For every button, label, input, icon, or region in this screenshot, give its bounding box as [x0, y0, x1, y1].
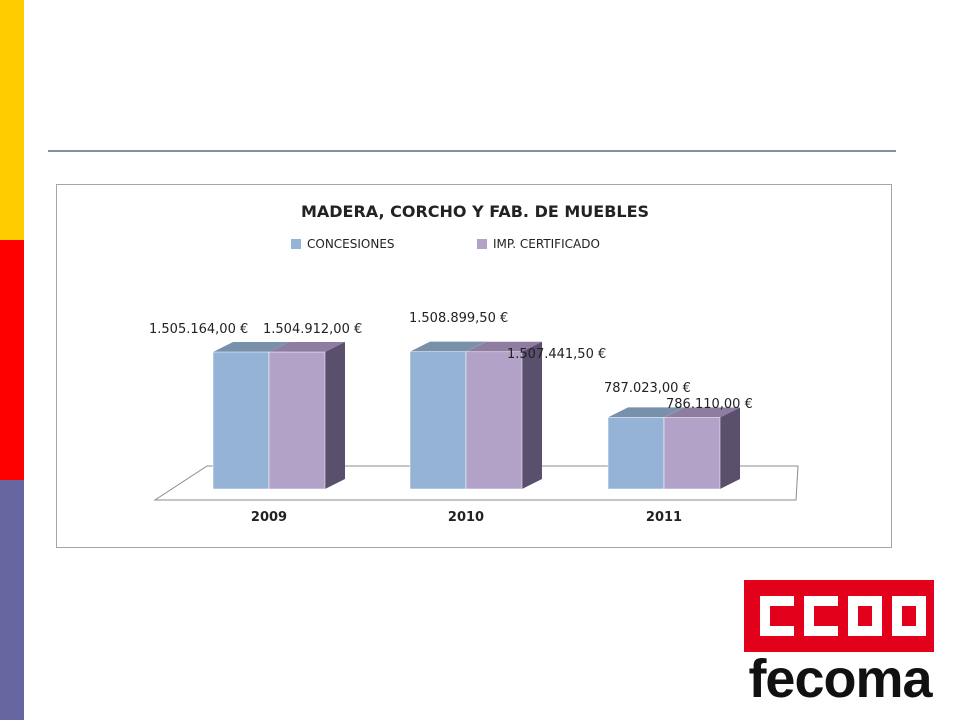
data-label-2009-1: 1.504.912,00 €	[263, 322, 362, 337]
bar-top-2011-1	[664, 407, 740, 418]
legend-label-imp-certificado: IMP. CERTIFICADO	[493, 237, 600, 251]
bar-top-2010-1	[466, 341, 542, 352]
bar-top-2009-0	[213, 342, 289, 352]
x-tick-label-2010: 2010	[448, 510, 484, 525]
data-label-2009-0: 1.505.164,00 €	[149, 322, 248, 337]
bar-imp-certificado-2011	[663, 417, 721, 490]
side-stripe-yellow	[0, 0, 24, 240]
x-tick-label-2009: 2009	[251, 510, 287, 525]
bar-side-2009	[325, 342, 345, 489]
side-stripe-red	[0, 240, 24, 480]
side-stripe-purple	[0, 480, 24, 720]
data-label-2010-1: 1.507.441,50 €	[507, 347, 606, 362]
title-divider	[48, 150, 896, 152]
bar-side-2010	[522, 341, 542, 489]
ccoo-logo-glyphs	[760, 596, 926, 636]
bar-top-2011-0	[608, 407, 684, 418]
chart-title: MADERA, CORCHO Y FAB. DE MUEBLES	[301, 202, 649, 221]
x-tick-label-2011: 2011	[646, 510, 682, 525]
legend-label-concesiones: CONCESIONES	[307, 237, 395, 251]
legend-swatch-concesiones	[291, 239, 301, 249]
bar-concesiones-2011	[607, 417, 665, 490]
bar-concesiones-2010	[409, 351, 467, 490]
bar-side-2011	[720, 407, 740, 489]
bar-top-2009-1	[269, 342, 345, 353]
legend-swatch-imp-certificado	[477, 239, 487, 249]
bar-imp-certificado-2009	[268, 351, 326, 490]
data-label-2011-0: 787.023,00 €	[604, 381, 691, 396]
data-label-2010-0: 1.508.899,50 €	[409, 311, 508, 326]
chart-frame: MADERA, CORCHO Y FAB. DE MUEBLES CONCESI…	[56, 184, 892, 548]
bar-top-2010-0	[410, 341, 486, 352]
bar-imp-certificado-2010	[465, 351, 523, 490]
bar-chart: MADERA, CORCHO Y FAB. DE MUEBLES CONCESI…	[149, 202, 799, 525]
ccoo-logo	[744, 580, 934, 652]
chart-marks: 1.505.164,00 € 1.504.912,00 € 2009 1.508.89…	[149, 311, 753, 525]
bar-concesiones-2009	[212, 351, 270, 490]
data-label-2011-1: 786.110,00 €	[666, 397, 753, 412]
fecoma-logo-text: fecoma	[748, 649, 932, 709]
